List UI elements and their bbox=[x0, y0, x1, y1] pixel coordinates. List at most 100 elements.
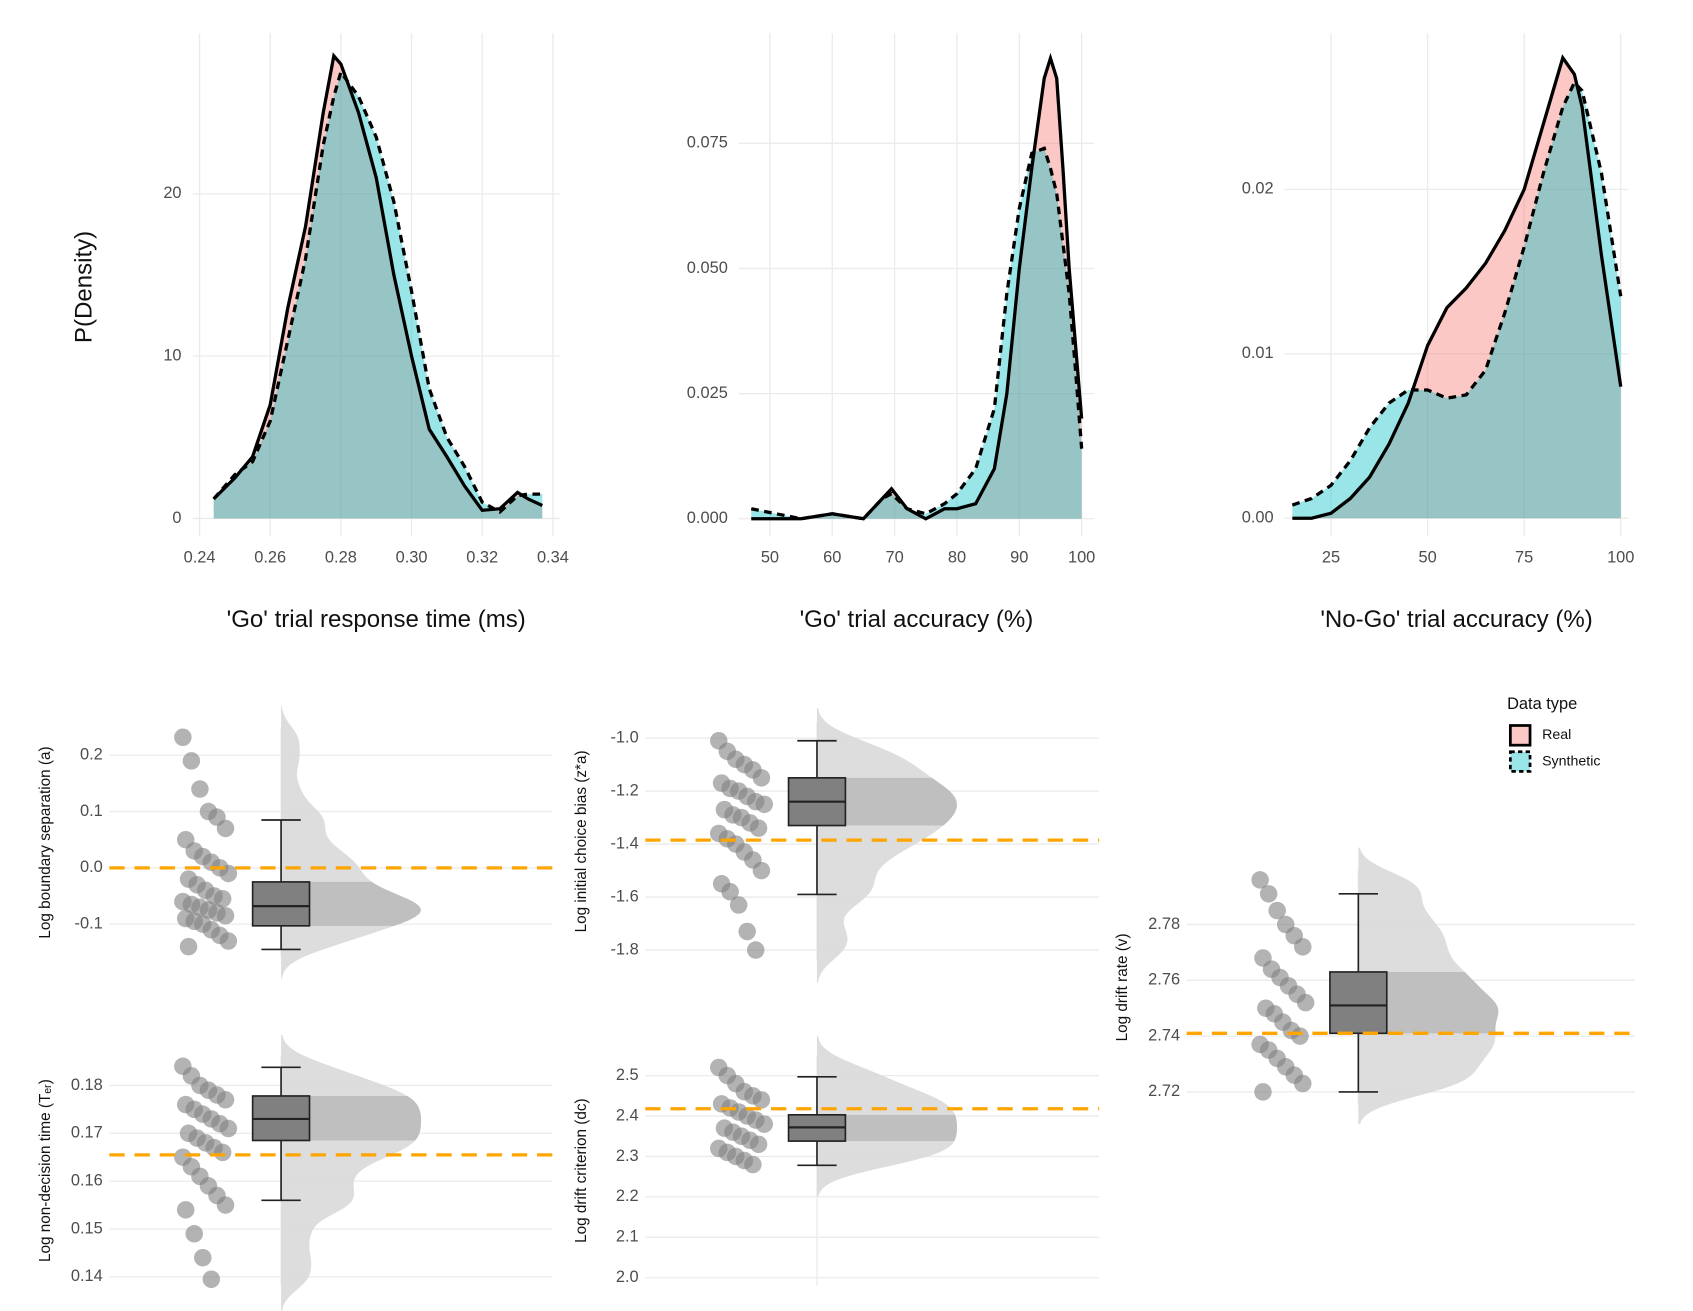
y-axis-title: Log drift rate (v) bbox=[1114, 933, 1131, 1041]
y-axis-title: Log initial choice bias (z*a) bbox=[573, 750, 590, 932]
y-tick-label: -0.1 bbox=[75, 914, 103, 932]
legend-label: Synthetic bbox=[1542, 753, 1600, 769]
violin-iqr bbox=[816, 777, 957, 826]
x-tick-label: 25 bbox=[1322, 548, 1340, 566]
violin-iqr bbox=[281, 1095, 422, 1141]
point bbox=[213, 890, 232, 908]
y-axis-title: Log drift criterion (dc) bbox=[573, 1098, 590, 1243]
y-tick-label: 2.3 bbox=[616, 1147, 639, 1165]
x-tick-label: 90 bbox=[1010, 548, 1028, 566]
y-tick-label: 0.15 bbox=[71, 1219, 103, 1237]
point bbox=[755, 1115, 774, 1133]
x-tick-label: 0.30 bbox=[396, 548, 428, 566]
point bbox=[185, 1225, 203, 1243]
y-tick-label: 0.025 bbox=[687, 384, 728, 402]
density-area bbox=[213, 55, 543, 519]
x-tick-label: 0.32 bbox=[466, 548, 498, 566]
y-tick-label: 10 bbox=[163, 346, 181, 364]
x-tick-label: 50 bbox=[1418, 548, 1436, 566]
point bbox=[1294, 1074, 1312, 1093]
point bbox=[194, 1248, 212, 1267]
point bbox=[749, 1135, 768, 1154]
y-axis-title: P(Density) bbox=[71, 231, 98, 343]
point bbox=[219, 1119, 238, 1138]
point bbox=[1251, 871, 1269, 889]
y-tick-label: 2.72 bbox=[1148, 1082, 1180, 1100]
violin-iqr bbox=[816, 1114, 957, 1142]
x-tick-label: 100 bbox=[1607, 548, 1634, 566]
density-line bbox=[750, 146, 1084, 521]
x-tick-label: 60 bbox=[823, 548, 841, 566]
point bbox=[202, 1270, 221, 1288]
y-tick-label: 0 bbox=[172, 509, 181, 527]
y-tick-label: 0.1 bbox=[80, 802, 103, 820]
x-axis-title: 'Go' trial response time (ms) bbox=[227, 606, 526, 633]
point bbox=[191, 780, 209, 798]
density-area bbox=[1292, 82, 1621, 519]
x-tick-label: 0.26 bbox=[254, 548, 286, 566]
x-tick-label: 100 bbox=[1068, 548, 1095, 566]
x-axis-title: 'Go' trial accuracy (%) bbox=[800, 606, 1034, 633]
density-line bbox=[1292, 54, 1623, 520]
y-tick-label: 0.000 bbox=[687, 509, 728, 527]
density-area bbox=[1292, 57, 1621, 519]
point bbox=[752, 769, 771, 787]
legend-title: Data type bbox=[1507, 695, 1577, 713]
y-tick-label: 0.00 bbox=[1242, 509, 1274, 527]
y-tick-label: 2.74 bbox=[1148, 1026, 1180, 1044]
x-tick-label: 0.34 bbox=[537, 548, 569, 566]
y-tick-label: 2.1 bbox=[616, 1228, 639, 1246]
point bbox=[1254, 1083, 1272, 1101]
y-tick-label: 2.0 bbox=[616, 1268, 639, 1286]
violin-iqr bbox=[281, 881, 422, 926]
point bbox=[182, 752, 201, 770]
y-tick-label: 0.18 bbox=[71, 1076, 103, 1094]
point bbox=[216, 1196, 235, 1214]
y-tick-label: -1.2 bbox=[610, 781, 638, 799]
y-tick-label: 0.01 bbox=[1242, 344, 1274, 362]
density-line bbox=[1291, 79, 1623, 507]
y-tick-label: 0.050 bbox=[687, 259, 728, 277]
x-tick-label: 70 bbox=[886, 548, 904, 566]
density-line bbox=[212, 68, 543, 514]
point bbox=[176, 1201, 195, 1219]
y-tick-label: 0.02 bbox=[1242, 180, 1274, 198]
point bbox=[738, 922, 756, 941]
x-tick-label: 0.24 bbox=[184, 548, 216, 566]
violin-iqr bbox=[1358, 971, 1499, 1034]
y-tick-label: 20 bbox=[163, 184, 181, 202]
point bbox=[729, 896, 748, 914]
point bbox=[216, 1091, 235, 1109]
y-axis-title: Log non-decision time (Tₑᵣ) bbox=[37, 1079, 54, 1262]
legend-label: Real bbox=[1542, 727, 1571, 743]
x-tick-label: 0.28 bbox=[325, 548, 357, 566]
box bbox=[251, 881, 311, 927]
y-tick-label: -1.0 bbox=[610, 728, 638, 746]
density-area bbox=[751, 58, 1082, 519]
y-axis-title: Log boundary separation (a) bbox=[37, 746, 54, 938]
y-tick-label: -1.8 bbox=[610, 940, 638, 958]
point bbox=[749, 819, 768, 837]
y-tick-label: 2.78 bbox=[1148, 915, 1180, 933]
y-tick-label: 0.075 bbox=[687, 134, 728, 152]
point bbox=[721, 883, 739, 901]
x-tick-label: 50 bbox=[761, 548, 779, 566]
violin bbox=[816, 707, 957, 983]
y-tick-label: 0.14 bbox=[71, 1267, 103, 1285]
point bbox=[213, 1143, 232, 1162]
point bbox=[744, 1155, 762, 1174]
box bbox=[1329, 971, 1388, 1035]
point bbox=[219, 932, 238, 950]
point bbox=[216, 906, 235, 925]
x-axis-title: 'No-Go' trial accuracy (%) bbox=[1320, 606, 1592, 633]
point bbox=[1259, 885, 1278, 903]
point bbox=[216, 819, 235, 838]
point bbox=[1291, 1027, 1309, 1045]
density-line bbox=[751, 52, 1084, 521]
point bbox=[174, 728, 192, 747]
point bbox=[752, 1091, 771, 1109]
density-area bbox=[213, 72, 543, 519]
y-tick-label: 2.4 bbox=[616, 1106, 639, 1124]
